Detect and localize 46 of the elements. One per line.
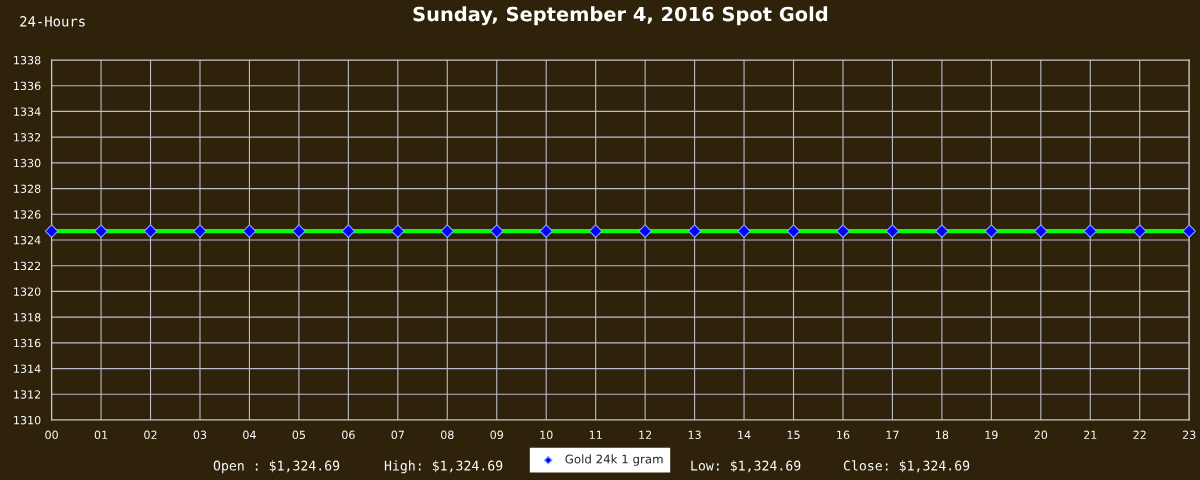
x-tick-label: 01 — [94, 430, 108, 440]
text: Close: $1,324.69 — [843, 460, 970, 473]
x-tick-label: 02 — [144, 430, 157, 440]
text: Low: $1,324.69 — [691, 460, 801, 473]
x-tick-label: 03 — [193, 430, 207, 440]
text: Open : $1,324.69 — [213, 460, 340, 474]
x-tick-label: 11 — [589, 430, 602, 439]
x-tick-label: 14 — [738, 430, 751, 439]
y-tick-label: 1328 — [14, 184, 41, 193]
x-tick-label: 05 — [292, 430, 305, 440]
chart-title: Sunday, September 4, 2016 Spot Gold — [413, 6, 828, 26]
y-tick-label: 1326 — [14, 210, 41, 219]
y-tick-label: 1338 — [14, 55, 41, 65]
y-tick-label: 1322 — [14, 261, 41, 271]
x-tick-label: 21 — [1084, 430, 1097, 439]
x-tick-label: 19 — [985, 430, 998, 440]
y-tick-label: 1330 — [14, 158, 41, 168]
x-tick-label: 07 — [391, 430, 404, 440]
text: High: $1,324.69 — [384, 460, 503, 474]
x-tick-label: 23 — [1182, 430, 1196, 440]
x-tick-label: 13 — [688, 430, 701, 440]
x-tick-label: 16 — [837, 430, 850, 440]
y-tick-label: 1336 — [14, 81, 41, 91]
y-tick-label: 1334 — [14, 107, 41, 116]
y-tick-label: 1332 — [14, 133, 41, 142]
x-tick-label: 10 — [540, 430, 553, 440]
x-tick-label: 20 — [1034, 430, 1048, 440]
x-tick-label: 18 — [936, 430, 949, 440]
y-tick-label: 1318 — [14, 313, 41, 322]
x-tick-label: 17 — [886, 430, 899, 439]
x-tick-label: 12 — [639, 430, 652, 439]
y-tick-label: 1312 — [14, 390, 41, 399]
x-tick-label: 08 — [440, 430, 454, 440]
y-tick-label: 1324 — [14, 235, 41, 245]
x-tick-label: 09 — [490, 430, 504, 440]
x-tick-label: 00 — [45, 430, 58, 440]
legend-label: Gold 24k 1 gram — [565, 454, 663, 466]
x-tick-label: 22 — [1133, 430, 1146, 439]
x-tick-label: 15 — [787, 430, 800, 440]
x-tick-label: 06 — [342, 430, 355, 440]
x-tick-label: 04 — [243, 430, 256, 440]
y-tick-label: 1316 — [14, 338, 41, 348]
text: 24-Hours — [20, 16, 85, 27]
y-tick-label: 1320 — [14, 287, 41, 296]
y-tick-label: 1310 — [14, 415, 41, 425]
y-tick-label: 1314 — [14, 364, 41, 373]
